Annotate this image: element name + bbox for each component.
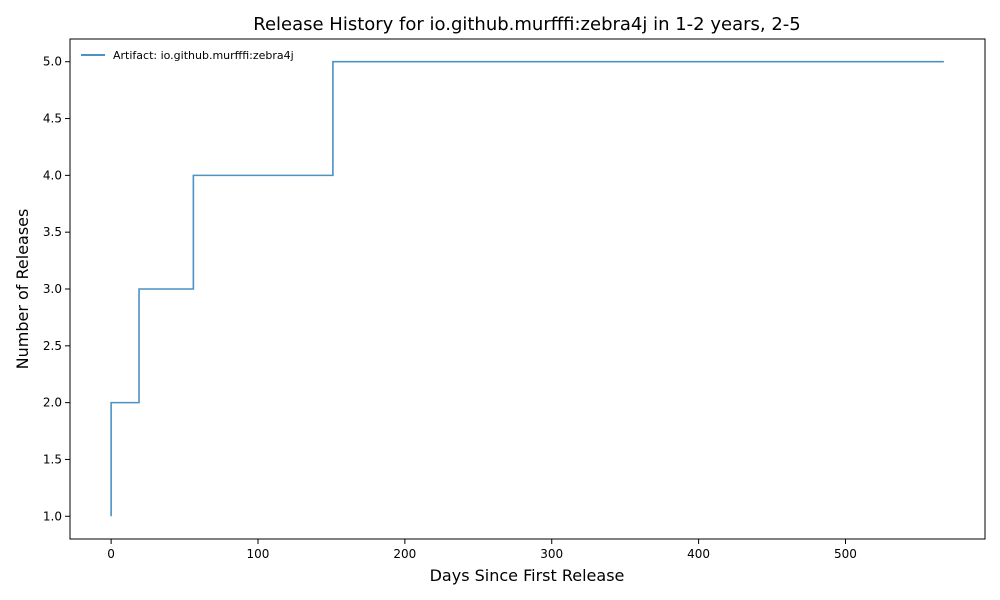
y-tick-label: 2.5 [43, 339, 62, 353]
x-axis-ticks: 0 100 200 300 400 500 [107, 539, 857, 561]
y-tick-label: 3.0 [43, 282, 62, 296]
legend-label-zebra4j: Artifact: io.github.murfffi:zebra4j [113, 49, 294, 62]
x-axis-label: Days Since First Release [430, 566, 625, 585]
x-tick-label: 500 [834, 547, 857, 561]
plot-area [69, 38, 986, 540]
legend: Artifact: io.github.murfffi:zebra4j [81, 49, 294, 62]
x-tick-label: 200 [393, 547, 416, 561]
y-tick-label: 3.5 [43, 225, 62, 239]
y-axis-ticks: 1.0 1.5 2.0 2.5 3.0 3.5 4.0 4.5 5.0 [43, 55, 70, 523]
series-layer [110, 60, 944, 517]
x-tick-label: 0 [107, 547, 115, 561]
y-tick-label: 1.5 [43, 452, 62, 466]
y-axis-label: Number of Releases [13, 209, 32, 370]
y-tick-label: 2.0 [43, 396, 62, 410]
y-tick-label: 1.0 [43, 509, 62, 523]
y-tick-label: 5.0 [43, 55, 62, 69]
plot-frame [69, 38, 986, 540]
series-line-zebra4j [110, 60, 944, 517]
y-tick-label: 4.0 [43, 168, 62, 182]
x-tick-label: 100 [247, 547, 270, 561]
x-tick-label: 300 [540, 547, 563, 561]
chart-title: Release History for io.github.murfffi:ze… [253, 14, 800, 35]
y-tick-label: 4.5 [43, 112, 62, 126]
x-tick-label: 400 [687, 547, 710, 561]
